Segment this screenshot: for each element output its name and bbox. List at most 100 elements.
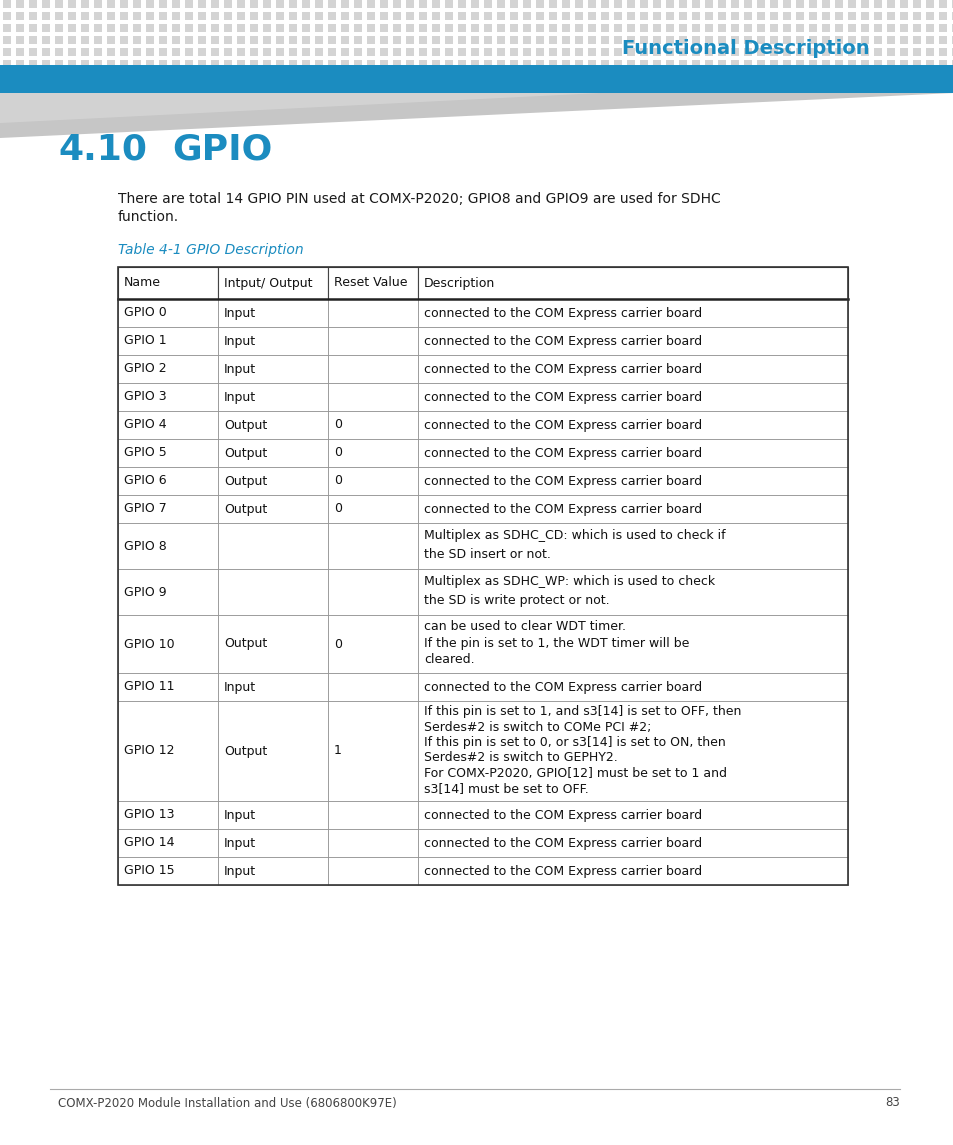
Text: GPIO 8: GPIO 8 bbox=[124, 539, 167, 553]
Bar bbox=[146, 60, 153, 68]
Bar bbox=[795, 24, 803, 32]
Text: GPIO 0: GPIO 0 bbox=[124, 307, 167, 319]
Bar bbox=[925, 0, 933, 8]
Bar bbox=[146, 48, 153, 56]
Bar bbox=[236, 48, 245, 56]
Bar bbox=[510, 60, 517, 68]
Bar bbox=[614, 48, 621, 56]
Bar bbox=[522, 11, 531, 19]
Bar bbox=[691, 11, 700, 19]
Bar bbox=[522, 24, 531, 32]
Bar bbox=[328, 439, 417, 467]
Bar bbox=[379, 60, 388, 68]
Bar bbox=[834, 60, 842, 68]
Bar bbox=[172, 48, 180, 56]
Bar bbox=[418, 0, 427, 8]
Bar bbox=[118, 673, 218, 701]
Text: function.: function. bbox=[118, 210, 179, 224]
Bar bbox=[417, 569, 847, 615]
Bar bbox=[218, 802, 328, 829]
Bar bbox=[118, 327, 218, 355]
Bar bbox=[328, 0, 335, 8]
Bar bbox=[218, 355, 328, 382]
Bar bbox=[3, 24, 11, 32]
Bar bbox=[218, 411, 328, 439]
Bar bbox=[379, 0, 388, 8]
Bar bbox=[314, 11, 323, 19]
Text: GPIO 6: GPIO 6 bbox=[124, 474, 167, 488]
Bar bbox=[236, 60, 245, 68]
Bar bbox=[626, 48, 635, 56]
Bar bbox=[198, 60, 206, 68]
Bar bbox=[938, 11, 946, 19]
Bar bbox=[432, 48, 439, 56]
Bar bbox=[29, 60, 37, 68]
Bar bbox=[730, 11, 739, 19]
Bar bbox=[218, 327, 328, 355]
Text: GPIO 7: GPIO 7 bbox=[124, 503, 167, 515]
Bar bbox=[354, 0, 361, 8]
Bar bbox=[417, 411, 847, 439]
Bar bbox=[418, 11, 427, 19]
Bar bbox=[42, 0, 50, 8]
Bar bbox=[925, 35, 933, 44]
Bar bbox=[951, 60, 953, 68]
Bar bbox=[417, 701, 847, 802]
Bar bbox=[328, 569, 417, 615]
Bar bbox=[757, 48, 764, 56]
Bar bbox=[652, 24, 660, 32]
Bar bbox=[718, 60, 725, 68]
Bar bbox=[444, 24, 453, 32]
Bar bbox=[393, 48, 400, 56]
Bar bbox=[951, 24, 953, 32]
Bar bbox=[938, 0, 946, 8]
Bar bbox=[471, 11, 478, 19]
Bar bbox=[198, 35, 206, 44]
Bar bbox=[302, 0, 310, 8]
Bar bbox=[757, 24, 764, 32]
Bar bbox=[211, 60, 219, 68]
Bar bbox=[444, 60, 453, 68]
Text: Output: Output bbox=[224, 419, 267, 432]
Bar bbox=[639, 60, 647, 68]
Bar bbox=[548, 60, 557, 68]
Text: Multiplex as SDHC_CD: which is used to check if: Multiplex as SDHC_CD: which is used to c… bbox=[423, 529, 725, 543]
Bar bbox=[444, 0, 453, 8]
Text: 0: 0 bbox=[334, 474, 341, 488]
Bar bbox=[224, 11, 232, 19]
Bar bbox=[536, 35, 543, 44]
Bar bbox=[118, 267, 847, 885]
Bar bbox=[757, 60, 764, 68]
Bar bbox=[587, 48, 596, 56]
Text: GPIO 10: GPIO 10 bbox=[124, 638, 174, 650]
Bar bbox=[224, 48, 232, 56]
Bar bbox=[146, 35, 153, 44]
Bar bbox=[795, 48, 803, 56]
Bar bbox=[510, 48, 517, 56]
Bar bbox=[218, 267, 328, 299]
Bar bbox=[118, 439, 218, 467]
Bar bbox=[861, 35, 868, 44]
Bar bbox=[16, 11, 24, 19]
Bar bbox=[548, 35, 557, 44]
Bar bbox=[808, 24, 816, 32]
Bar bbox=[730, 35, 739, 44]
Bar bbox=[510, 24, 517, 32]
Bar bbox=[393, 24, 400, 32]
Text: connected to the COM Express carrier board: connected to the COM Express carrier boa… bbox=[423, 334, 701, 347]
Text: Output: Output bbox=[224, 744, 267, 758]
Bar bbox=[211, 35, 219, 44]
Text: GPIO 13: GPIO 13 bbox=[124, 808, 174, 821]
Bar bbox=[68, 11, 76, 19]
Bar bbox=[704, 35, 712, 44]
Bar bbox=[665, 0, 673, 8]
Bar bbox=[626, 35, 635, 44]
Bar bbox=[218, 439, 328, 467]
Bar bbox=[417, 673, 847, 701]
Bar bbox=[120, 48, 128, 56]
Bar bbox=[665, 60, 673, 68]
Bar bbox=[218, 829, 328, 856]
Bar bbox=[861, 60, 868, 68]
Bar bbox=[379, 24, 388, 32]
Text: GPIO 9: GPIO 9 bbox=[124, 585, 167, 599]
